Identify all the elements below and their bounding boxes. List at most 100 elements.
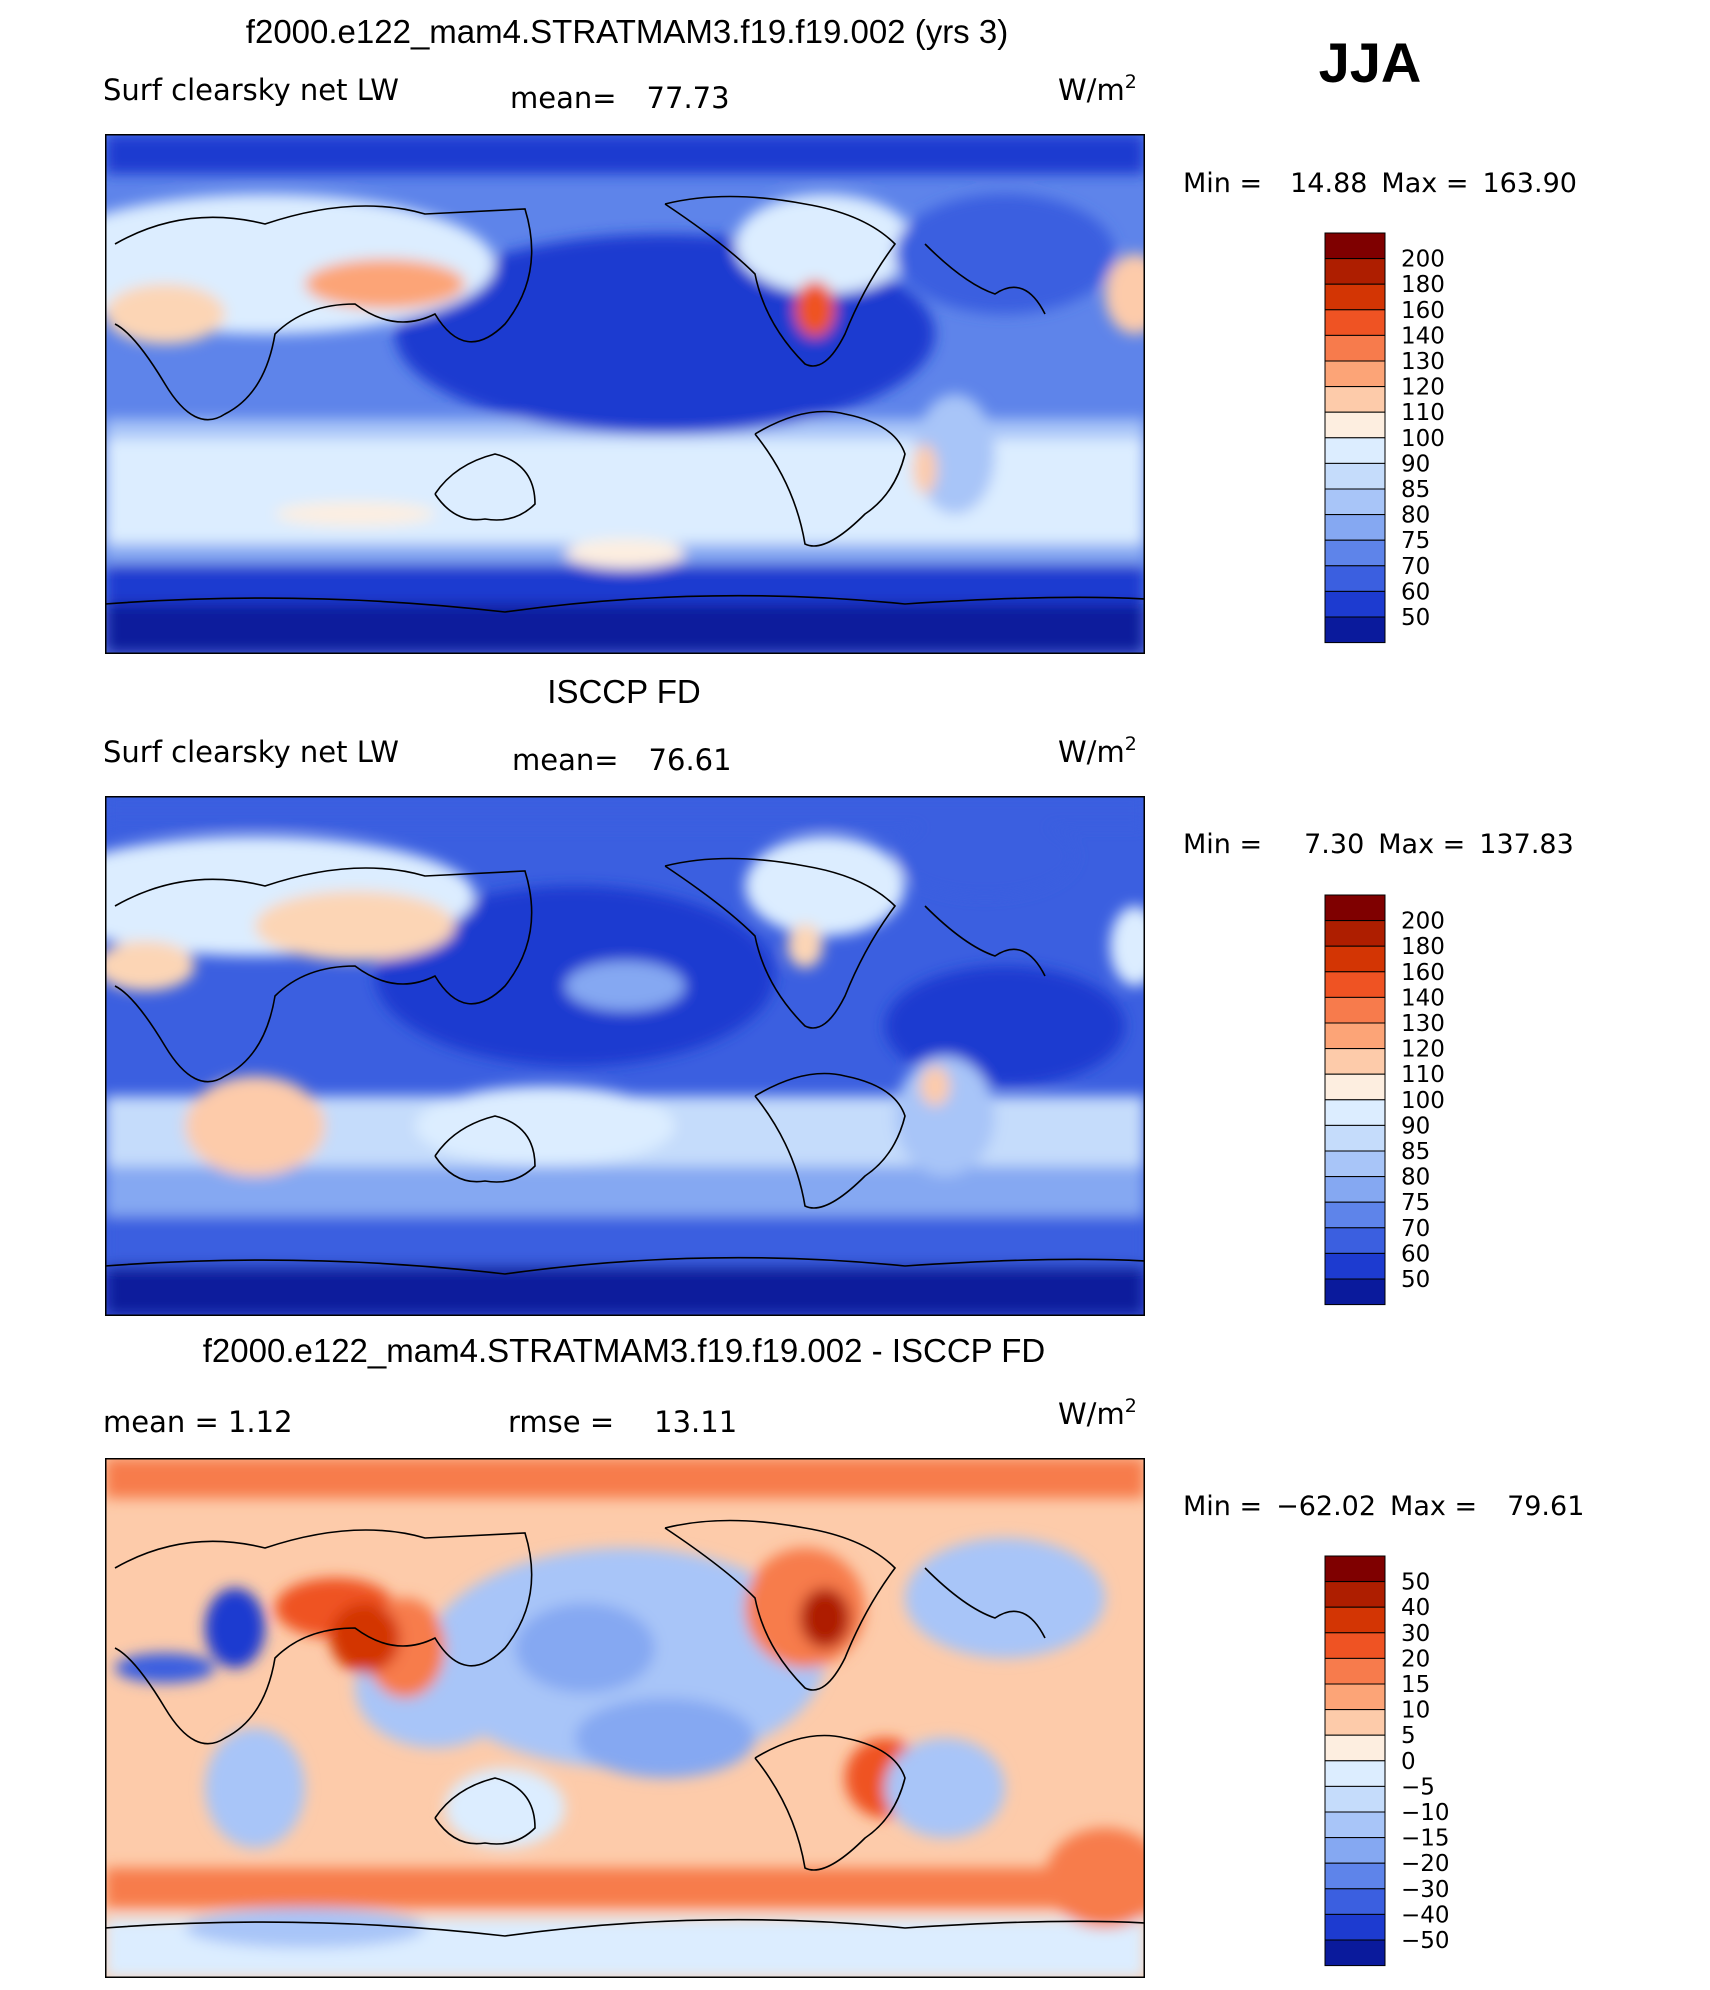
- colorbar-swatch: [1324, 1785, 1386, 1813]
- colorbar-tick-label: 80: [1401, 1165, 1430, 1191]
- panel-title: ISCCP FD: [547, 673, 700, 710]
- colorbar-swatch: [1324, 488, 1386, 516]
- colorbar-swatch: [1324, 437, 1386, 464]
- colorbar-tick-label: 85: [1401, 477, 1430, 503]
- colorbar-swatch: [1324, 1683, 1386, 1711]
- colorbar-tick-label: 5: [1401, 1723, 1416, 1749]
- map-diff: [105, 1458, 1145, 1978]
- colorbar-tick-label: 15: [1401, 1672, 1430, 1698]
- colorbar-tick-label: 75: [1401, 1190, 1430, 1216]
- colorbar-swatch: [1324, 1099, 1386, 1126]
- colorbar-swatch: [1324, 1278, 1386, 1306]
- panel-title: f2000.e122_mam4.STRATMAM3.f19.f19.002 (y…: [246, 13, 1008, 50]
- colorbar-swatch: [1324, 232, 1386, 260]
- colorbar-swatch: [1324, 258, 1386, 285]
- variable-label: Surf clearsky net LW: [103, 735, 399, 769]
- colorbar-swatch: [1324, 462, 1386, 490]
- panel-title: f2000.e122_mam4.STRATMAM3.f19.f19.002 - …: [203, 1332, 1045, 1369]
- season-label: JJA: [1319, 31, 1422, 94]
- colorbar-swatch: [1324, 920, 1386, 947]
- mean-label: mean= 77.73: [510, 81, 730, 115]
- colorbar-swatch: [1324, 1606, 1386, 1634]
- panel-diff: f2000.e122_mam4.STRATMAM3.f19.f19.002 - …: [103, 1332, 1584, 1978]
- colorbar-tick-label: −30: [1401, 1877, 1450, 1903]
- variable-label: Surf clearsky net LW: [103, 73, 399, 107]
- colorbar-tick-label: −5: [1401, 1774, 1435, 1800]
- colorbar-swatch: [1324, 1939, 1386, 1967]
- colorbar-tick-label: 60: [1401, 579, 1430, 605]
- colorbar-swatch: [1324, 1227, 1386, 1254]
- colorbar-tick-label: −15: [1401, 1826, 1450, 1852]
- colorbar-swatch: [1324, 539, 1386, 567]
- colorbar-swatch: [1324, 386, 1386, 413]
- panel-obs: ISCCP FD Surf clearsky net LW mean= 76.61…: [103, 673, 1574, 1316]
- coastline: [105, 1519, 1145, 1937]
- colorbar-swatch: [1324, 1073, 1386, 1101]
- rmse-label: rmse = 13.11: [508, 1405, 737, 1439]
- colorbar-swatch: [1324, 1734, 1386, 1762]
- colorbar-swatch: [1324, 1760, 1386, 1787]
- colorbar-tick-label: −50: [1401, 1928, 1450, 1954]
- colorbar-tick-label: 120: [1401, 1037, 1445, 1063]
- colorbar-swatch: [1324, 283, 1386, 311]
- colorbar-swatch: [1324, 334, 1386, 362]
- colorbar-tick-label: 130: [1401, 349, 1445, 375]
- colorbar-tick-label: 10: [1401, 1698, 1430, 1724]
- panel-model: f2000.e122_mam4.STRATMAM3.f19.f19.002 (y…: [103, 13, 1577, 654]
- colorbar-swatch: [1324, 894, 1386, 922]
- colorbar-swatch: [1324, 565, 1386, 592]
- colorbar-swatch: [1324, 1913, 1386, 1941]
- colorbar-tick-label: 85: [1401, 1139, 1430, 1165]
- colorbar-tick-label: 40: [1401, 1595, 1430, 1621]
- colorbar-swatch: [1324, 309, 1386, 336]
- units-label: W/m2: [1058, 733, 1137, 769]
- colorbar-tick-label: 200: [1401, 909, 1445, 935]
- colorbar-tick-label: 110: [1401, 400, 1445, 426]
- colorbar-swatch: [1324, 616, 1386, 644]
- colorbar-tick-label: 30: [1401, 1621, 1430, 1647]
- colorbar-swatch: [1324, 1837, 1386, 1864]
- colorbar-swatch: [1324, 1581, 1386, 1608]
- colorbar-swatch: [1324, 1709, 1386, 1736]
- colorbar-tick-label: 60: [1401, 1241, 1430, 1267]
- colorbar-tick-label: 90: [1401, 451, 1430, 477]
- colorbar-tick-label: −40: [1401, 1902, 1450, 1928]
- colorbar-tick-label: 160: [1401, 298, 1445, 324]
- map-obs: [105, 796, 1145, 1316]
- colorbar-tick-label: 100: [1401, 426, 1445, 452]
- colorbar-swatch: [1324, 590, 1386, 618]
- mean-label: mean= 76.61: [512, 743, 732, 777]
- coastline: [105, 195, 1145, 613]
- colorbar-swatch: [1324, 1201, 1386, 1229]
- colorbar-swatch: [1324, 1048, 1386, 1075]
- colorbar-swatch: [1324, 1150, 1386, 1178]
- colorbar-swatch: [1324, 1124, 1386, 1152]
- colorbar-tick-label: 140: [1401, 323, 1445, 349]
- colorbar-swatch: [1324, 360, 1386, 388]
- colorbar-swatch: [1324, 1632, 1386, 1659]
- colorbar-swatch: [1324, 1657, 1386, 1685]
- colorbar-tick-label: 110: [1401, 1062, 1445, 1088]
- colorbar-tick-label: 100: [1401, 1088, 1445, 1114]
- colorbar-tick-label: 20: [1401, 1646, 1430, 1672]
- map-model: [105, 134, 1145, 654]
- colorbar-swatch: [1324, 1862, 1386, 1890]
- colorbar-tick-label: 120: [1401, 375, 1445, 401]
- min-max-label: Min = −62.02 Max = 79.61: [1183, 1491, 1584, 1522]
- colorbar-tick-label: 160: [1401, 960, 1445, 986]
- colorbar-tick-label: 200: [1401, 247, 1445, 273]
- colorbar-swatch: [1324, 514, 1386, 541]
- colorbar-swatch: [1324, 1888, 1386, 1915]
- mean-label: mean = 1.12: [103, 1405, 293, 1439]
- colorbar-tick-label: 80: [1401, 503, 1430, 529]
- colorbar-tick-label: 180: [1401, 272, 1445, 298]
- units-label: W/m2: [1058, 71, 1137, 107]
- colorbar-swatch: [1324, 1022, 1386, 1050]
- colorbar-tick-label: 0: [1401, 1749, 1416, 1775]
- colorbar-swatch: [1324, 1811, 1386, 1839]
- min-max-label: Min = 7.30 Max = 137.83: [1183, 829, 1574, 860]
